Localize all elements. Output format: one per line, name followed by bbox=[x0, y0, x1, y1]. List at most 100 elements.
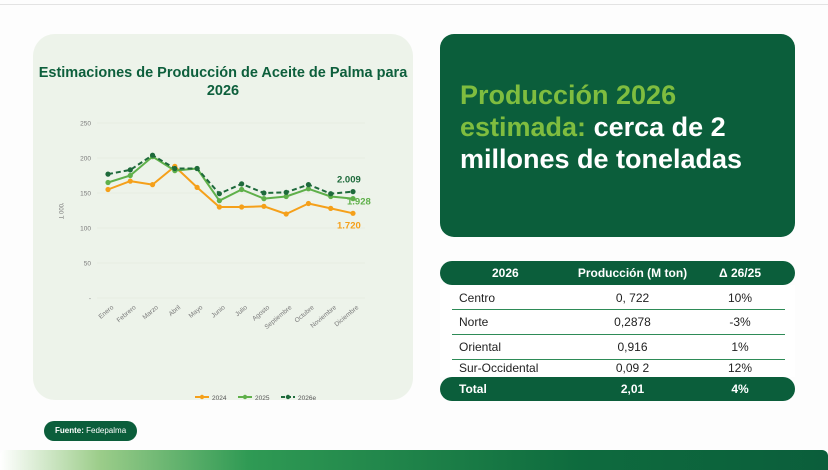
production-line-chart: - 50 100 150 200 250 '000 T Enero Febrero Marzo Ab… bbox=[57, 121, 371, 401]
hero-headline: Producción 2026 estimada: cerca de 2 mil… bbox=[460, 79, 790, 175]
table-total-row: Total 2,01 4% bbox=[440, 377, 795, 401]
end-value-label-2025: 1.928 bbox=[347, 197, 371, 208]
hero-rest: cerca de 2 millones de toneladas bbox=[460, 112, 743, 174]
series-line-2024 bbox=[107, 165, 354, 215]
row-delta: -3% bbox=[729, 315, 751, 329]
row-region: Centro bbox=[459, 291, 496, 305]
hero-highlight: Producción 2026 estimada: bbox=[460, 80, 677, 142]
x-tick-label: Agosto bbox=[251, 304, 271, 323]
x-tick-label: Mayo bbox=[188, 304, 205, 320]
chart-card: Estimaciones de Producción de Aceite de … bbox=[33, 34, 413, 400]
bottom-gradient-band bbox=[0, 450, 828, 470]
end-value-label-2026e: 2.009 bbox=[337, 175, 361, 186]
data-point-2025 bbox=[305, 186, 312, 192]
row-production: 0,09 2 bbox=[615, 361, 650, 375]
data-point-2024 bbox=[283, 211, 289, 217]
source-value: Fedepalma bbox=[86, 426, 127, 435]
table-header: 2026 Producción (M ton) Δ 26/25 bbox=[440, 261, 795, 285]
data-point-2026e bbox=[283, 189, 289, 195]
row-divider bbox=[452, 359, 785, 360]
data-point-2026e bbox=[149, 152, 156, 158]
y-axis-label: '000 T bbox=[57, 203, 63, 220]
source-badge: Fuente: Fedepalma bbox=[44, 421, 138, 441]
top-divider bbox=[0, 4, 828, 5]
y-tick-label: 150 bbox=[80, 191, 91, 198]
source-label: Fuente: bbox=[55, 426, 84, 435]
data-point-2026e bbox=[172, 165, 178, 172]
data-point-2026e bbox=[194, 165, 200, 172]
x-tick-label: Junio bbox=[210, 304, 227, 320]
data-point-2026e bbox=[105, 171, 111, 177]
legend-label-2025: 2025 bbox=[255, 395, 270, 400]
series-line-2025 bbox=[107, 155, 354, 202]
x-tick-label: Marzo bbox=[141, 304, 160, 321]
data-point-2026e bbox=[239, 181, 245, 187]
header-year: 2026 bbox=[492, 266, 519, 280]
row-region: Oriental bbox=[459, 340, 502, 354]
row-delta: 12% bbox=[727, 361, 753, 375]
data-point-2024 bbox=[305, 200, 312, 207]
data-point-2024 bbox=[350, 210, 356, 216]
data-point-2024 bbox=[239, 204, 245, 210]
y-tick-label: - bbox=[89, 296, 91, 303]
regional-production-table: 2026 Producción (M ton) Δ 26/25 Centro 0… bbox=[440, 261, 795, 401]
x-tick-label: Abril bbox=[168, 304, 183, 318]
table-body: Centro 0, 722 10% Norte 0,2878 -3% Orien… bbox=[440, 285, 795, 377]
data-point-2025 bbox=[105, 179, 111, 186]
data-point-2024 bbox=[261, 203, 267, 209]
data-point-2026e bbox=[305, 182, 312, 188]
total-delta: 4% bbox=[731, 382, 749, 396]
header-delta: Δ 26/25 bbox=[719, 266, 761, 280]
row-production: 0, 722 bbox=[615, 291, 650, 305]
data-point-2025 bbox=[350, 196, 356, 202]
table-row: Centro 0, 722 10% bbox=[440, 287, 795, 310]
row-divider bbox=[452, 309, 785, 310]
data-point-2025 bbox=[239, 186, 245, 193]
legend-label-2024: 2024 bbox=[212, 395, 227, 400]
y-tick-label: 200 bbox=[80, 156, 91, 163]
legend-marker-2026e bbox=[285, 394, 291, 400]
row-production: 0,2878 bbox=[614, 315, 651, 329]
x-tick-label: Enero bbox=[97, 304, 115, 321]
data-point-2026e bbox=[216, 191, 222, 197]
data-point-2024 bbox=[105, 186, 111, 193]
hero-panel: Producción 2026 estimada: cerca de 2 mil… bbox=[440, 34, 795, 237]
y-tick-label: 50 bbox=[84, 261, 92, 268]
data-point-2026e bbox=[127, 167, 133, 173]
table-row: Sur-Occidental 0,09 2 12% bbox=[440, 357, 795, 380]
x-tick-label: Julio bbox=[234, 304, 249, 318]
data-point-2025 bbox=[283, 193, 289, 200]
row-production: 0,916 bbox=[617, 340, 648, 354]
table-row: Norte 0,2878 -3% bbox=[440, 311, 795, 334]
legend-marker-2025 bbox=[242, 394, 248, 400]
legend-label-2026e: 2026e bbox=[298, 395, 316, 400]
data-point-2025 bbox=[127, 172, 133, 179]
data-point-2025 bbox=[261, 196, 267, 202]
series-line-2026e bbox=[107, 154, 354, 195]
data-point-2024 bbox=[216, 204, 222, 210]
row-region: Sur-Occidental bbox=[459, 361, 539, 375]
total-label: Total bbox=[459, 382, 487, 396]
table-row: Oriental 0,916 1% bbox=[440, 336, 795, 359]
row-divider bbox=[452, 334, 785, 335]
x-tick-label: Febrero bbox=[116, 304, 138, 324]
header-production: Producción (M ton) bbox=[577, 266, 688, 280]
data-point-2024 bbox=[149, 182, 156, 188]
row-region: Norte bbox=[459, 315, 489, 329]
data-point-2025 bbox=[216, 198, 222, 204]
legend-marker-2024 bbox=[199, 394, 205, 400]
data-point-2024 bbox=[194, 184, 200, 190]
row-delta: 1% bbox=[731, 340, 749, 354]
chart-title: Estimaciones de Producción de Aceite de … bbox=[38, 65, 408, 99]
x-tick-label: Diciembre bbox=[333, 304, 360, 328]
data-point-2026e bbox=[328, 191, 334, 197]
row-delta: 10% bbox=[727, 291, 753, 305]
data-point-2026e bbox=[261, 190, 267, 196]
end-value-label-2024: 1.720 bbox=[337, 220, 361, 231]
y-tick-label: 250 bbox=[80, 121, 91, 128]
y-tick-label: 100 bbox=[80, 226, 91, 233]
data-point-2024 bbox=[127, 178, 133, 184]
data-point-2024 bbox=[328, 205, 334, 211]
total-production: 2,01 bbox=[620, 382, 645, 396]
data-point-2026e bbox=[350, 189, 356, 195]
